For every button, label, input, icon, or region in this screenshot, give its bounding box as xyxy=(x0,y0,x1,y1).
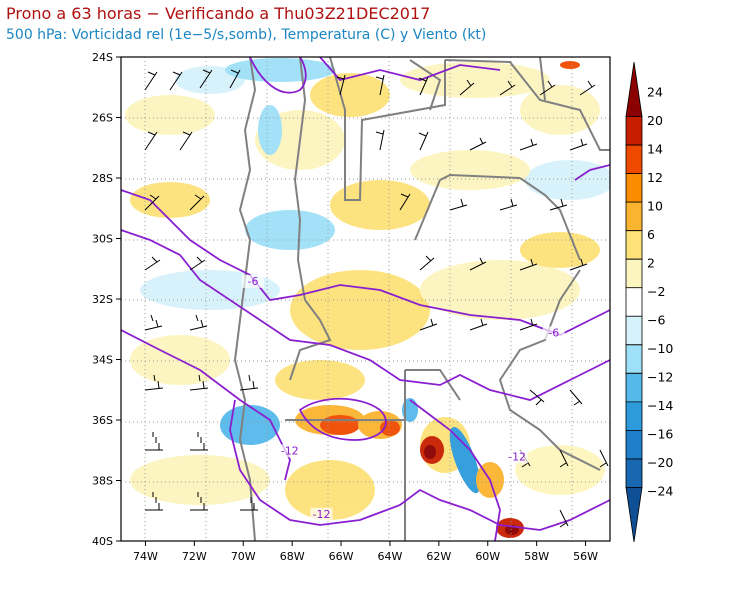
lat-tick-label: 24S xyxy=(92,51,113,64)
contour-label-bg xyxy=(242,274,265,288)
lon-tick-label: 62W xyxy=(426,550,451,563)
lat-tick-label: 34S xyxy=(92,354,113,367)
contour-label-bg xyxy=(542,326,565,340)
colorbar-segment xyxy=(625,315,643,346)
colorbar-segment xyxy=(625,61,643,117)
lat-tick-label: 26S xyxy=(92,112,113,125)
colorbar-segment xyxy=(625,230,643,260)
lat-tick-label: 28S xyxy=(92,172,113,185)
contour-label: -12 xyxy=(281,444,299,457)
chart-subtitle: 500 hPa: Vorticidad rel (1e−5/s,somb), T… xyxy=(6,27,487,43)
colorbar-segment xyxy=(625,430,643,460)
colorbar-label: 24 xyxy=(647,84,663,99)
colorbar-segment xyxy=(625,144,643,174)
map-field-layer: -6 -6 -12 -12 -12 xyxy=(121,57,610,541)
temperature-contour-labels: -6 -6 -12 -12 -12 xyxy=(242,274,565,521)
colorbar-label: −20 xyxy=(647,455,673,470)
colorbar-segment xyxy=(625,487,643,543)
colorbar-label: 14 xyxy=(647,141,663,156)
lon-tick-label: 60W xyxy=(475,550,500,563)
colorbar-label: −16 xyxy=(647,427,673,442)
map-graticule xyxy=(121,57,610,541)
lat-tick-label: 30S xyxy=(92,233,113,246)
colorbar-label: −10 xyxy=(647,341,673,356)
contour-label: -12 xyxy=(508,450,526,463)
colorbar-label: 6 xyxy=(647,227,655,242)
contour-label-bg xyxy=(310,507,333,521)
latitude-axis: 24S 26S 28S 30S 32S 34S 36S 38S 40S xyxy=(92,51,121,548)
contour-label: -6 xyxy=(548,326,559,339)
colorbar-segment xyxy=(625,116,643,146)
lon-tick-label: 70W xyxy=(231,550,256,563)
colorbar-segment xyxy=(625,201,643,232)
contour-label-bg xyxy=(278,444,301,458)
colorbar-segment xyxy=(625,173,643,203)
lon-tick-label: 66W xyxy=(329,550,354,563)
colorbar-segment xyxy=(625,258,643,289)
colorbar-label: −24 xyxy=(647,484,673,499)
lon-tick-label: 74W xyxy=(133,550,158,563)
lat-tick-label: 36S xyxy=(92,414,113,427)
colorbar-segment xyxy=(625,344,643,374)
lon-tick-label: 72W xyxy=(182,550,207,563)
colorbar-label: −2 xyxy=(647,284,665,299)
colorbar-segment xyxy=(625,287,643,317)
colorbar-label: 2 xyxy=(647,255,655,270)
contour-label: -12 xyxy=(313,508,331,521)
contour-label-bg xyxy=(506,450,529,464)
contour-label: -6 xyxy=(248,275,259,288)
colorbar-label: −6 xyxy=(647,313,665,328)
longitude-axis: 74W 72W 70W 68W 66W 64W 62W 60W 58W 56W xyxy=(133,541,598,563)
wind-barbs xyxy=(144,69,609,528)
colorbar-label: 20 xyxy=(647,113,663,128)
chart-title: Prono a 63 horas − Verificando a Thu03Z2… xyxy=(6,4,431,23)
lon-tick-label: 56W xyxy=(573,550,598,563)
colorbar-segment xyxy=(625,458,643,488)
lon-tick-label: 58W xyxy=(524,550,549,563)
colorbar-label: 12 xyxy=(647,170,663,185)
colorbar-label: −14 xyxy=(647,398,673,413)
lon-tick-label: 68W xyxy=(280,550,305,563)
lat-tick-label: 38S xyxy=(92,475,113,488)
lon-tick-label: 64W xyxy=(378,550,403,563)
colorbar-segment xyxy=(625,372,643,403)
lat-tick-label: 32S xyxy=(92,293,113,306)
colorbar-label: 10 xyxy=(647,198,663,213)
colorbar-label: −12 xyxy=(647,370,673,385)
colorbar: 24 20 14 12 10 6 2 −2 −6 −10 −12 −14 −16 −20 −24 xyxy=(625,61,673,543)
lat-tick-label: 40S xyxy=(92,535,113,548)
colorbar-segment xyxy=(625,401,643,431)
